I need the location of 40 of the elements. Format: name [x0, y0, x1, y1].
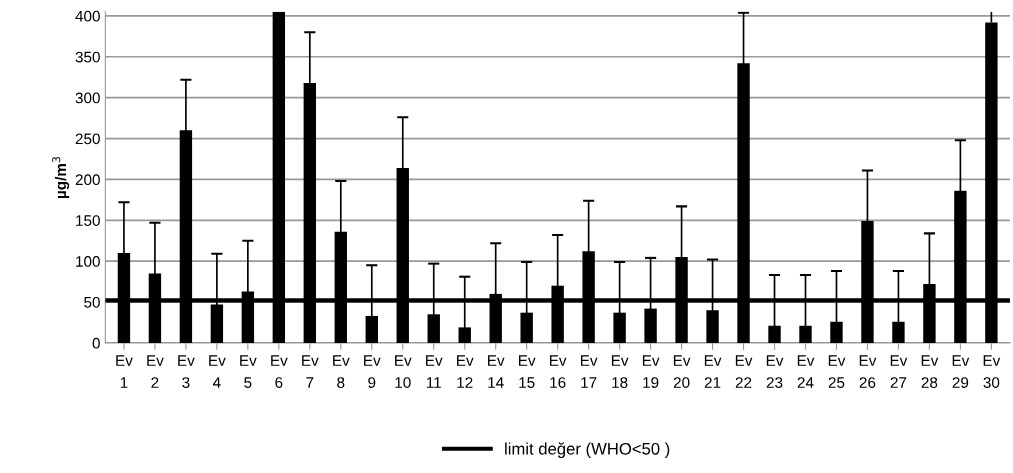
- x-tick-label: Ev 28: [921, 355, 939, 388]
- x-tick-label: Ev 11: [426, 355, 443, 388]
- x-tick-label: Ev 6: [271, 355, 288, 388]
- x-tick-label: Ev 18: [611, 355, 629, 388]
- x-tick-label: Ev 25: [828, 355, 846, 388]
- x-tick-label: Ev 26: [859, 355, 877, 388]
- x-tick-label: Ev 15: [519, 355, 536, 388]
- y-tick-label: 350: [75, 51, 100, 63]
- x-tick-label: Ev 16: [549, 355, 567, 388]
- x-tick-label: Ev 2: [147, 355, 164, 388]
- x-tick-label: Ev 1: [116, 355, 133, 388]
- x-tick-label: Ev 22: [735, 355, 753, 388]
- x-tick-label: Ev 30: [983, 355, 1001, 388]
- y-tick-label: 50: [84, 296, 100, 308]
- y-tick-label: 250: [75, 133, 100, 145]
- y-tick-label: 400: [75, 10, 100, 22]
- x-tick-label: Ev 4: [209, 355, 226, 388]
- x-tick-label: Ev 29: [952, 355, 970, 388]
- legend-label: limit değer (WHO<50 ): [505, 442, 670, 458]
- y-axis-title: µg/m$^{3}$: [52, 157, 70, 199]
- x-tick-label: Ev 3: [178, 355, 195, 388]
- x-tick-label: Ev 20: [673, 355, 691, 388]
- x-tick-label: Ev 17: [580, 355, 598, 388]
- x-tick-label: Ev 24: [797, 355, 815, 388]
- x-tick-label: Ev 23: [766, 355, 784, 388]
- x-tick-label: Ev 14: [488, 355, 505, 388]
- x-tick-label: Ev 19: [642, 355, 660, 388]
- x-tick-label: Ev 10: [395, 355, 412, 388]
- y-tick-label: 150: [76, 215, 100, 226]
- x-tick-label: Ev 27: [890, 355, 908, 388]
- x-tick-label: Ev 12: [457, 355, 474, 388]
- x-tick-label: Ev 8: [333, 355, 350, 388]
- y-tick-label: 300: [75, 92, 100, 104]
- y-tick-label: 100: [76, 256, 100, 267]
- y-tick-label: 0: [92, 337, 100, 349]
- x-tick-label: Ev 21: [704, 355, 722, 388]
- x-tick-label: Ev 9: [364, 355, 381, 388]
- y-tick-label: 200: [75, 174, 100, 186]
- x-tick-label: Ev 5: [240, 355, 257, 388]
- x-tick-label: Ev 7: [302, 355, 319, 388]
